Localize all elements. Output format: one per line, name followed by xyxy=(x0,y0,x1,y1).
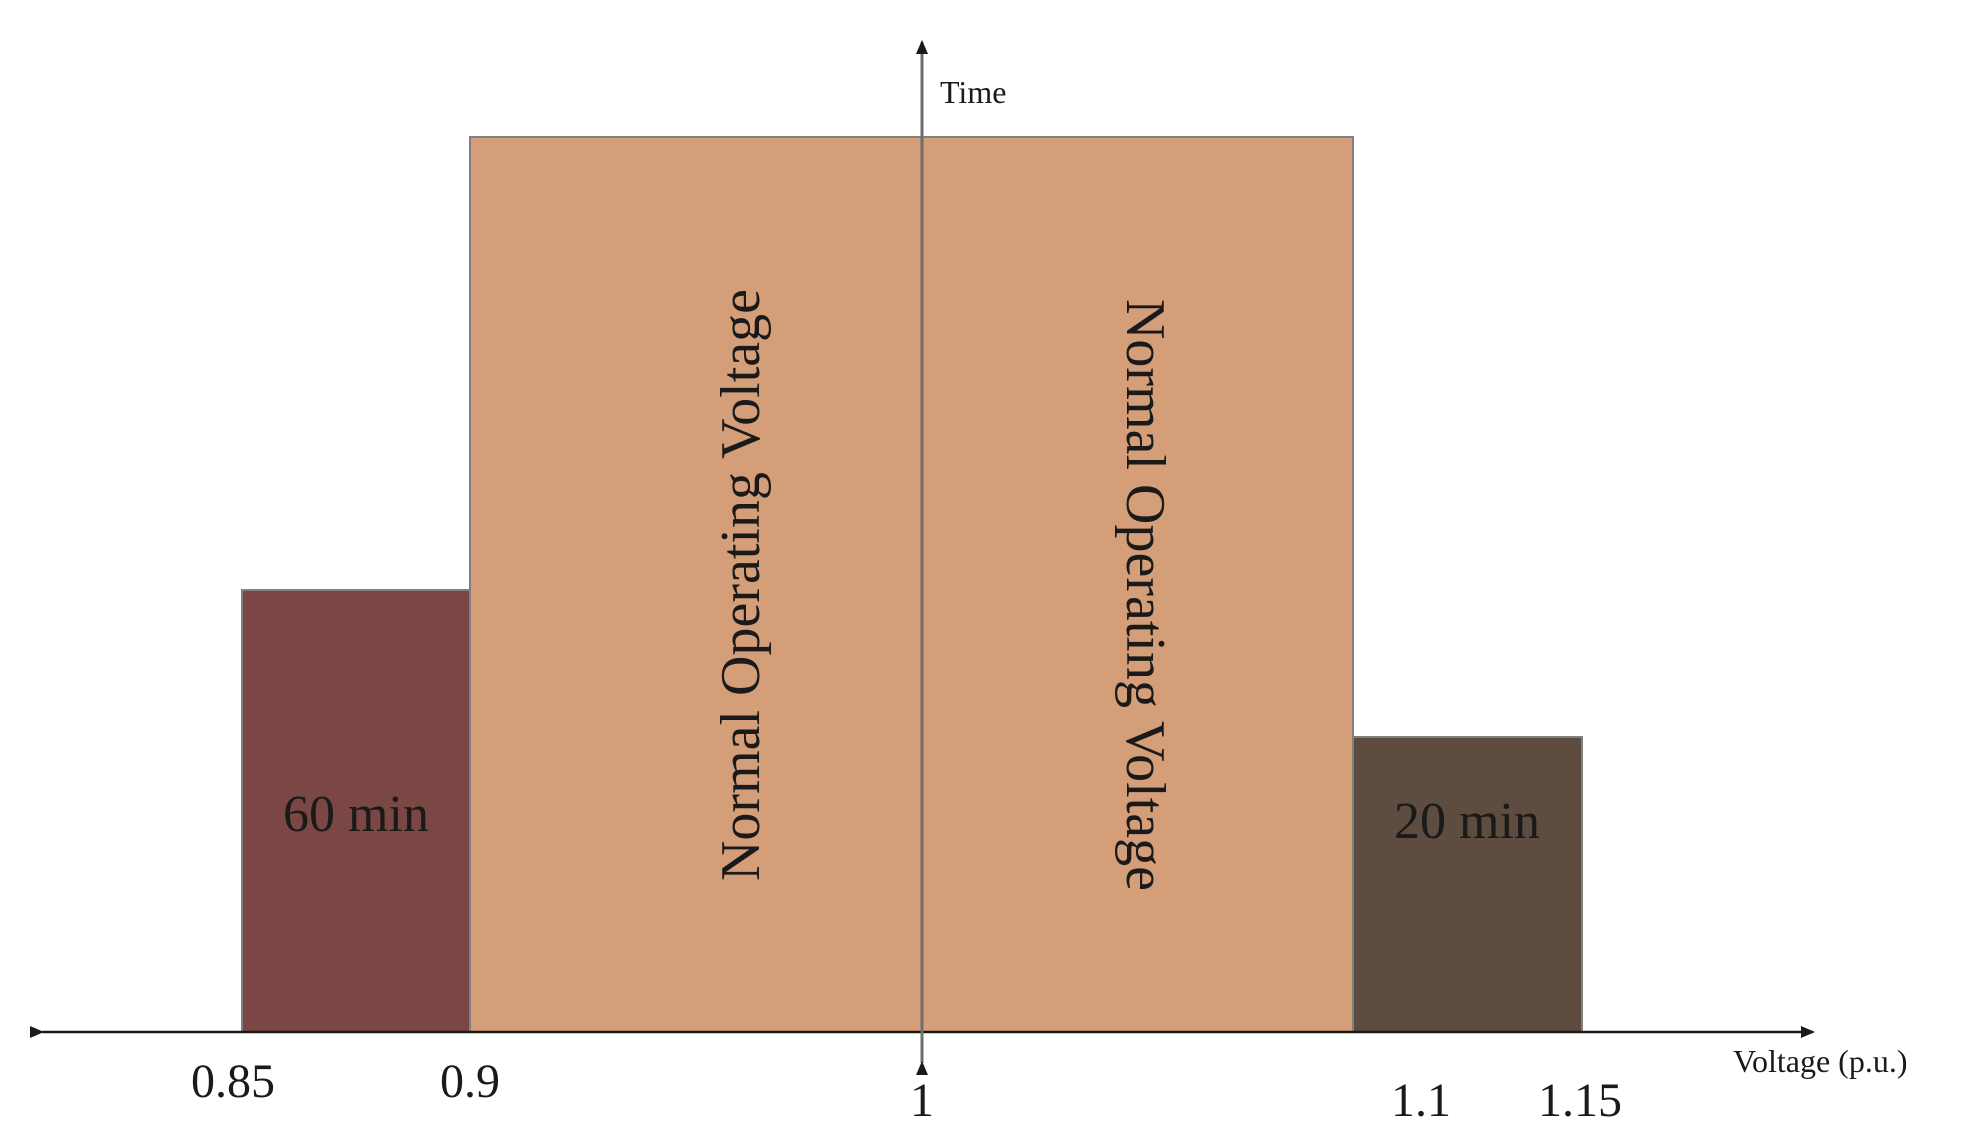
region-overvoltage xyxy=(1352,736,1583,1033)
tick-label-0-9: 0.9 xyxy=(440,1055,500,1108)
time-axis-label: Time xyxy=(940,74,1006,110)
tick-label-1: 1 xyxy=(910,1074,934,1127)
normal-voltage-label-left: Normal Operating Voltage xyxy=(710,289,772,881)
region-normal-operating xyxy=(469,136,1354,1033)
voltage-axis-label: Voltage (p.u.) xyxy=(1733,1043,1907,1079)
tick-label-0-85: 0.85 xyxy=(191,1055,275,1108)
normal-voltage-label-right: Normal Operating Voltage xyxy=(1114,299,1176,891)
undervoltage-duration-label: 60 min xyxy=(283,786,429,843)
tick-label-1-1: 1.1 xyxy=(1391,1074,1451,1127)
region-undervoltage xyxy=(241,589,471,1033)
overvoltage-duration-label: 20 min xyxy=(1394,793,1540,850)
tick-label-1-15: 1.15 xyxy=(1538,1074,1622,1127)
